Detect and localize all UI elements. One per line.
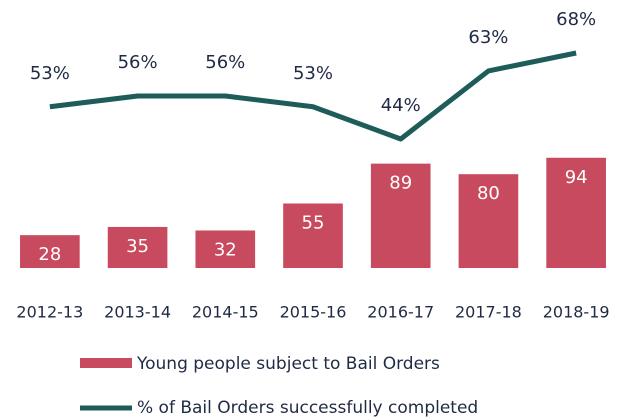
x-tick-label: 2014-15 bbox=[192, 303, 259, 322]
bar-value-label: 94 bbox=[565, 167, 588, 188]
line-value-label: 44% bbox=[381, 95, 421, 116]
line bbox=[49, 50, 577, 142]
bar bbox=[20, 235, 80, 268]
bar bbox=[546, 157, 606, 268]
x-tick-label: 2012-13 bbox=[16, 303, 83, 322]
line-value-label: 56% bbox=[205, 52, 245, 73]
legend-swatch bbox=[80, 358, 132, 368]
bar bbox=[458, 174, 519, 268]
x-tick-label: 2018-19 bbox=[543, 303, 610, 322]
x-tick-label: 2017-18 bbox=[455, 303, 522, 322]
bar-value-label: 80 bbox=[477, 183, 500, 204]
line-value-label: 53% bbox=[293, 63, 333, 84]
line-value-label: 63% bbox=[468, 27, 508, 48]
bar-value-label: 55 bbox=[302, 213, 325, 234]
x-tick-label: 2015-16 bbox=[280, 303, 347, 322]
bar-value-label: 89 bbox=[389, 173, 412, 194]
line-value-label: 53% bbox=[30, 63, 70, 84]
line-value-label: 68% bbox=[556, 9, 596, 30]
bar bbox=[370, 163, 431, 268]
line-value-label: 56% bbox=[118, 52, 158, 73]
bar-value-label: 35 bbox=[126, 236, 149, 257]
legend-label: Young people subject to Bail Orders bbox=[136, 354, 440, 374]
x-tick-label: 2016-17 bbox=[367, 303, 434, 322]
bar bbox=[195, 230, 256, 268]
bar-value-label: 28 bbox=[38, 244, 61, 265]
bar-value-label: 32 bbox=[214, 239, 237, 260]
x-tick-label: 2013-14 bbox=[104, 303, 171, 322]
legend-label: % of Bail Orders successfully completed bbox=[137, 398, 478, 418]
bar bbox=[283, 203, 343, 268]
bar bbox=[107, 226, 168, 268]
